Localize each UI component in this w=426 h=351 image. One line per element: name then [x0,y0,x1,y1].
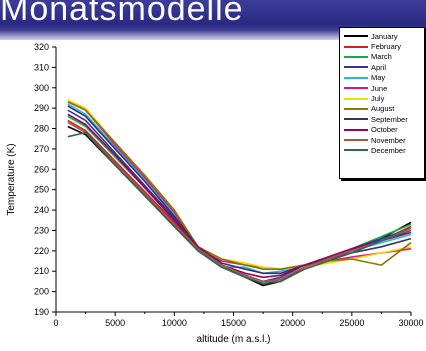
y-tick-label: 320 [34,42,49,52]
x-tick-label: 30000 [398,318,423,328]
y-tick-label: 300 [34,83,49,93]
legend-item-june: June [340,83,424,93]
legend-item-april: April [340,62,424,72]
legend-label: October [371,125,398,135]
legend-swatch [344,76,368,79]
series-line-august [67,101,412,270]
banner-title: Monatsmodelle [0,0,244,28]
banner-fade [0,30,426,40]
y-tick-label: 290 [34,103,49,113]
legend-label: February [371,42,402,52]
y-tick-label: 240 [34,205,49,215]
legend-swatch [344,139,368,142]
legend-label: January [371,31,398,41]
legend-item-october: October [340,125,424,135]
legend-label: July [371,94,385,104]
series-lines [67,99,412,287]
legend-label: June [371,83,388,93]
title-banner: Monatsmodelle [0,0,426,40]
y-tick-label: 210 [34,266,49,276]
legend-label: September [371,114,408,124]
legend-item-may: May [340,73,424,83]
axes: 0 5000 10000 15000 20000 25000 30000 190 200 210 2… [34,42,424,328]
legend-swatch [344,55,368,58]
y-tick-label: 310 [34,62,49,72]
legend-item-march: March [340,52,424,62]
x-tick-label: 20000 [280,318,305,328]
legend-item-september: September [340,114,424,124]
y-tick-label: 260 [34,164,49,174]
legend-item-july: July [340,93,424,103]
x-tick-label: 15000 [221,318,246,328]
legend-swatch [344,97,368,100]
legend: January February March April May June July Augu… [339,27,425,179]
legend-swatch [344,35,368,38]
legend-item-november: November [340,135,424,145]
series-line-october [67,113,412,279]
series-line-november [67,121,412,283]
legend-item-august: August [340,104,424,114]
legend-swatch [344,45,368,48]
legend-label: April [371,62,387,72]
series-line-december [67,131,412,285]
legend-swatch [344,87,368,90]
y-tick-label: 270 [34,144,49,154]
x-axis-label: altitude (m a.s.l.) [197,334,271,345]
legend-label: November [371,135,406,145]
y-tick-label: 190 [34,307,49,317]
legend-swatch [344,149,368,152]
x-tick-label: 5000 [105,318,125,328]
legend-label: March [371,52,392,62]
legend-item-february: February [340,41,424,51]
legend-item-december: December [340,145,424,155]
legend-swatch [344,66,368,69]
legend-label: May [371,73,386,83]
legend-swatch [344,128,368,131]
x-tick-label: 10000 [162,318,187,328]
legend-swatch [344,107,368,110]
x-tick-label: 25000 [339,318,364,328]
y-tick-label: 280 [34,124,49,134]
legend-label: August [371,104,395,114]
legend-swatch [344,118,368,121]
y-tick-label: 230 [34,225,49,235]
y-tick-label: 200 [34,287,49,297]
y-axis-label: Temperature (K) [6,143,17,215]
legend-item-january: January [340,31,424,41]
legend-label: December [371,145,406,155]
y-tick-label: 250 [34,185,49,195]
y-tick-label: 220 [34,246,49,256]
x-tick-label: 0 [53,318,58,328]
